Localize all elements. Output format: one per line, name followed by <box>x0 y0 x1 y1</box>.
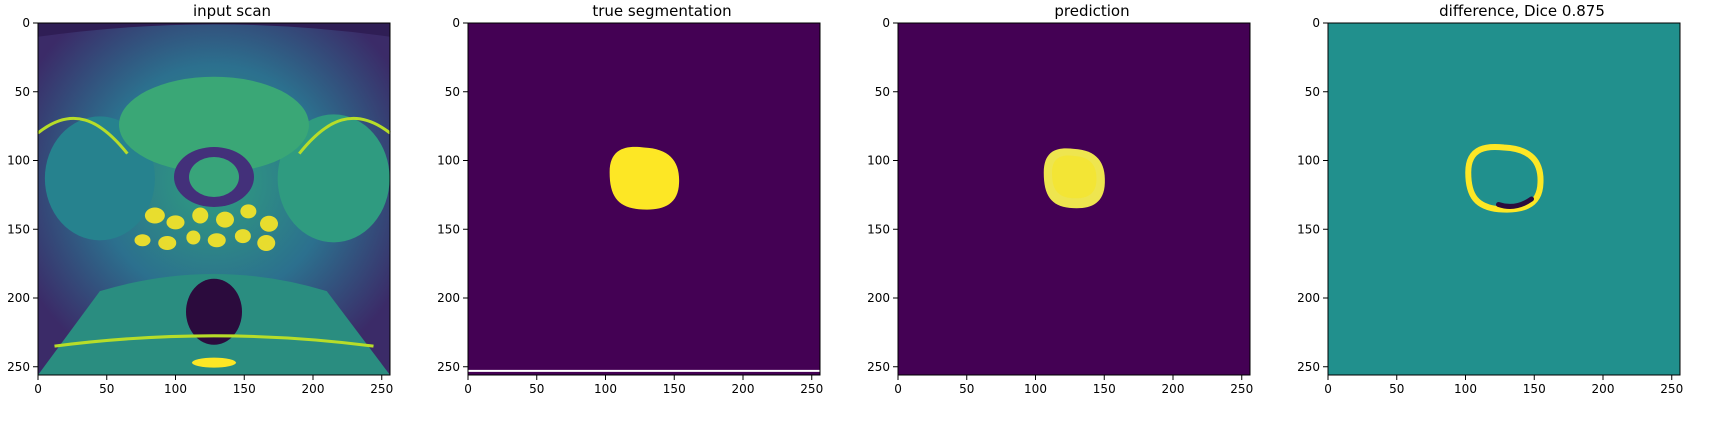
rectum-dark-region <box>186 278 242 345</box>
x-tick-label: 50 <box>99 382 114 396</box>
y-tick-label: 0 <box>882 16 890 30</box>
axes: 0 50 100 150 200 250 0 50 100 150 200 250 <box>867 16 1253 396</box>
bowel-loop <box>186 230 201 245</box>
y-tick-label: 100 <box>437 154 460 168</box>
y-tick-label: 100 <box>867 154 890 168</box>
y-tick-label: 100 <box>1297 154 1320 168</box>
x-tick-label: 200 <box>1162 382 1185 396</box>
x-tick-label: 200 <box>732 382 755 396</box>
y-tick-label: 200 <box>1297 291 1320 305</box>
panel-title: difference, Dice 0.875 <box>1439 2 1605 20</box>
left-structure-line <box>37 116 129 155</box>
lower-curve <box>54 334 374 348</box>
x-tick-label: 100 <box>594 382 617 396</box>
bowel-loop <box>260 215 278 232</box>
axes-frame <box>37 22 391 376</box>
y-tick-label: 0 <box>1312 16 1320 30</box>
x-tick-label: 250 <box>800 382 823 396</box>
y-tick-label: 250 <box>437 360 460 374</box>
panel-title: true segmentation <box>592 2 732 20</box>
panel-true-segmentation: true segmentation 0 50 100 150 200 250 0 50 100 1… <box>430 0 850 432</box>
false-positive-edge <box>1496 196 1534 209</box>
y-tick-label: 50 <box>15 85 30 99</box>
axes: 0 50 100 150 200 250 0 50 100 150 200 250 <box>437 16 823 396</box>
axes-frame <box>1327 22 1681 376</box>
bowel-loop <box>207 233 226 248</box>
false-negative-ring <box>1465 144 1544 213</box>
bowel-loop <box>234 229 251 244</box>
y-tick-label: 50 <box>445 85 460 99</box>
scan-top-shadow <box>38 23 390 37</box>
panel-title: input scan <box>192 2 272 20</box>
y-tick-label: 150 <box>7 222 30 236</box>
axes-frame <box>897 22 1251 376</box>
y-tick-label: 100 <box>7 154 30 168</box>
x-tick-label: 250 <box>1660 382 1683 396</box>
bowel-loop <box>240 204 257 219</box>
x-tick-label: 0 <box>464 382 472 396</box>
y-tick-label: 150 <box>1297 222 1320 236</box>
x-tick-label: 50 <box>529 382 544 396</box>
y-tick-label: 200 <box>867 291 890 305</box>
axes: 0 50 100 150 200 250 0 50 100 150 200 250 <box>1297 16 1683 396</box>
x-tick-label: 150 <box>1093 382 1116 396</box>
axes: 0 50 100 150 200 250 0 50 100 150 200 250 <box>7 16 393 396</box>
bowel-loop <box>166 215 185 230</box>
bowel-loop <box>144 207 165 224</box>
bowel-loop <box>134 234 151 247</box>
bowel-loop <box>216 211 234 228</box>
true-tumor-mask <box>609 146 680 210</box>
x-tick-label: 100 <box>164 382 187 396</box>
x-tick-label: 200 <box>1592 382 1615 396</box>
x-tick-label: 200 <box>302 382 325 396</box>
x-tick-label: 0 <box>894 382 902 396</box>
panel-difference: difference, Dice 0.875 0 50 100 150 200 250 0 5… <box>1290 0 1710 432</box>
y-tick-label: 150 <box>867 222 890 236</box>
panel-title: prediction <box>1054 2 1130 20</box>
x-tick-label: 150 <box>233 382 256 396</box>
axes-frame <box>467 22 821 376</box>
x-tick-label: 150 <box>663 382 686 396</box>
y-tick-label: 150 <box>437 222 460 236</box>
y-tick-label: 50 <box>1305 85 1320 99</box>
y-tick-label: 50 <box>875 85 890 99</box>
bright-lower-spot <box>192 357 236 368</box>
overlap-region <box>1476 152 1533 204</box>
central-organ-core <box>189 157 239 197</box>
x-tick-label: 250 <box>1230 382 1253 396</box>
y-tick-label: 250 <box>7 360 30 374</box>
predicted-mask-core <box>1052 155 1097 199</box>
pelvic-cavity <box>119 76 309 173</box>
x-tick-label: 100 <box>1454 382 1477 396</box>
x-tick-label: 50 <box>1389 382 1404 396</box>
y-tick-label: 250 <box>867 360 890 374</box>
bowel-loop <box>257 235 276 251</box>
x-tick-label: 150 <box>1523 382 1546 396</box>
bowel-loop <box>158 236 177 250</box>
left-hip <box>44 116 155 241</box>
y-tick-label: 200 <box>7 291 30 305</box>
x-tick-label: 50 <box>959 382 974 396</box>
bowel-loop <box>192 207 209 224</box>
y-tick-label: 200 <box>437 291 460 305</box>
y-tick-label: 0 <box>22 16 30 30</box>
y-tick-label: 250 <box>1297 360 1320 374</box>
x-tick-label: 100 <box>1024 382 1047 396</box>
x-tick-label: 0 <box>34 382 42 396</box>
panel-input-scan: input scan 0 50 100 150 200 250 0 50 100 150 200 25… <box>0 0 420 432</box>
y-tick-label: 0 <box>452 16 460 30</box>
x-tick-label: 250 <box>370 382 393 396</box>
x-tick-label: 0 <box>1324 382 1332 396</box>
right-structure-line <box>298 116 391 155</box>
panel-prediction: prediction 0 50 100 150 200 250 0 50 100 150 200 25… <box>860 0 1280 432</box>
